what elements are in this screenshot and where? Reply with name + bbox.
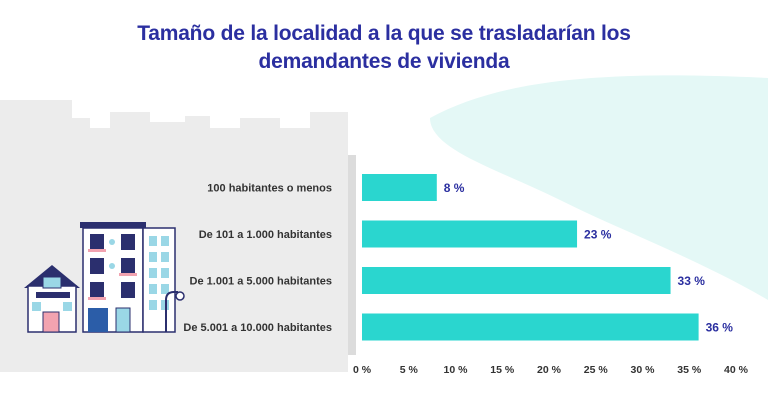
- bar: [362, 220, 578, 248]
- x-tick-label: 15 %: [490, 364, 515, 376]
- teal-wave-shape: [430, 75, 768, 300]
- tall-building-window: [121, 282, 135, 298]
- tall-building-balcony: [119, 273, 137, 276]
- x-tick-label: 20 %: [537, 364, 562, 376]
- small-house-door: [42, 311, 60, 333]
- bar: [362, 313, 699, 341]
- category-label: De 1.001 a 5.000 habitantes: [190, 276, 332, 288]
- tall-building-window: [90, 234, 104, 250]
- value-label: 33 %: [678, 274, 706, 288]
- tall-building-garage-door: [88, 308, 108, 332]
- small-house-window-right: [63, 302, 72, 311]
- small-house-balcony: [36, 292, 70, 298]
- small-house-window-left: [32, 302, 41, 311]
- side-building-window: [149, 300, 157, 310]
- bar: [362, 174, 437, 201]
- x-tick-label: 10 %: [444, 364, 469, 376]
- x-tick-label: 35 %: [677, 364, 702, 376]
- side-building-window: [161, 252, 169, 262]
- value-label: 8 %: [444, 181, 465, 195]
- chart-title-line-2: demandantes de vivienda: [258, 50, 510, 73]
- side-building-window: [149, 268, 157, 278]
- x-tick-label: 5 %: [400, 364, 419, 376]
- tall-building-window: [121, 234, 135, 250]
- category-label: De 5.001 a 10.000 habitantes: [183, 322, 332, 334]
- side-building-window: [161, 268, 169, 278]
- tall-building-window: [121, 258, 135, 274]
- side-building-window: [161, 236, 169, 246]
- tall-building-ornament: [109, 263, 115, 269]
- tall-building-roof: [80, 222, 146, 228]
- bar: [362, 267, 671, 294]
- side-building-window: [149, 252, 157, 262]
- tall-building-window: [90, 258, 104, 274]
- x-tick-label: 30 %: [631, 364, 656, 376]
- category-label: De 101 a 1.000 habitantes: [199, 229, 332, 241]
- tall-building-balcony: [88, 297, 106, 300]
- chart-divider-line: [348, 155, 356, 355]
- value-label: 36 %: [706, 321, 734, 335]
- side-building-window: [149, 236, 157, 246]
- x-tick-label: 25 %: [584, 364, 609, 376]
- side-building-window: [161, 284, 169, 294]
- side-building-window: [149, 284, 157, 294]
- tall-building-door: [115, 307, 131, 333]
- side-building-body: [142, 227, 176, 333]
- tall-building-window: [90, 282, 104, 298]
- small-house-window: [42, 276, 62, 289]
- value-label: 23 %: [584, 228, 612, 242]
- tall-building-balcony: [88, 249, 106, 252]
- tall-building-ornament: [109, 239, 115, 245]
- street-lamp-light: [175, 291, 185, 301]
- category-label: 100 habitantes o menos: [207, 183, 332, 195]
- street-lamp-pole: [165, 291, 178, 332]
- chart-title: Tamaño de la localidad a la que se trasl…: [0, 20, 768, 76]
- buildings-illustration: [24, 222, 185, 333]
- chart-title-line-1: Tamaño de la localidad a la que se trasl…: [137, 22, 631, 45]
- x-tick-label: 0 %: [353, 364, 372, 376]
- x-tick-label: 40 %: [724, 364, 749, 376]
